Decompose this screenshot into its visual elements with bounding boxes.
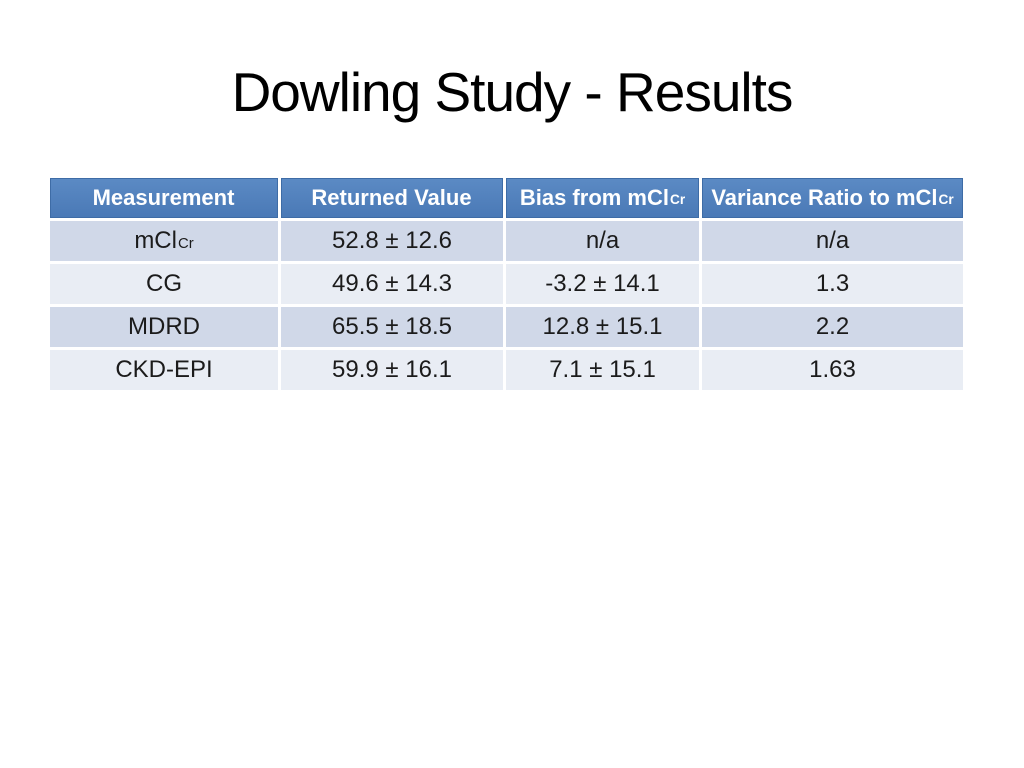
header-text: Bias from mCl [519, 185, 669, 210]
table-cell-r2-c0: MDRD [50, 307, 278, 347]
cell-text: 52.8 ± 12.6 [332, 227, 452, 254]
table-cell-r2-c2: 12.8 ± 15.1 [506, 307, 699, 347]
table-cell-r0-c2: n/a [506, 221, 699, 261]
cell-text: 1.3 [815, 270, 850, 297]
column-header-returned-value: Returned Value [281, 178, 503, 218]
cell-text: -3.2 ± 14.1 [545, 270, 660, 297]
table-cell-r3-c2: 7.1 ± 15.1 [506, 350, 699, 390]
header-text: Returned Value [311, 185, 472, 210]
cell-text: 59.9 ± 16.1 [332, 356, 452, 383]
cell-text: CG [146, 270, 182, 297]
table-cell-r1-c2: -3.2 ± 14.1 [506, 264, 699, 304]
table-cell-r0-c0: mCl Cr [50, 221, 278, 261]
table-cell-r1-c1: 49.6 ± 14.3 [281, 264, 503, 304]
cell-text: mCl [134, 227, 177, 254]
table-cell-r1-c3: 1.3 [702, 264, 963, 304]
cell-text: 49.6 ± 14.3 [332, 270, 452, 297]
slide-title: Dowling Study - Results [231, 61, 794, 123]
cell-text: 2.2 [815, 313, 850, 340]
column-header-variance-ratio: Variance Ratio to mCl Cr [702, 178, 963, 218]
cell-text: n/a [815, 227, 850, 254]
column-header-measurement: Measurement [50, 178, 278, 218]
header-text: Measurement [92, 185, 235, 210]
cell-text: 65.5 ± 18.5 [332, 313, 452, 340]
cell-text: n/a [585, 227, 620, 254]
cell-text: MDRD [128, 313, 200, 340]
table-cell-r3-c1: 59.9 ± 16.1 [281, 350, 503, 390]
header-text: Variance Ratio to mCl [711, 185, 938, 210]
cell-text: 12.8 ± 15.1 [542, 313, 663, 340]
cell-text: CKD-EPI [115, 356, 213, 383]
cell-text: 7.1 ± 15.1 [549, 356, 656, 383]
column-header-bias: Bias from mCl Cr [506, 178, 699, 218]
table-cell-r0-c3: n/a [702, 221, 963, 261]
cell-text: 1.63 [809, 356, 856, 383]
table-cell-r3-c0: CKD-EPI [50, 350, 278, 390]
results-table: Measurement Returned Value Bias from mCl… [50, 178, 963, 390]
table-cell-r0-c1: 52.8 ± 12.6 [281, 221, 503, 261]
table-cell-r2-c3: 2.2 [702, 307, 963, 347]
table-cell-r3-c3: 1.63 [702, 350, 963, 390]
table-cell-r2-c1: 65.5 ± 18.5 [281, 307, 503, 347]
table-cell-r1-c0: CG [50, 264, 278, 304]
